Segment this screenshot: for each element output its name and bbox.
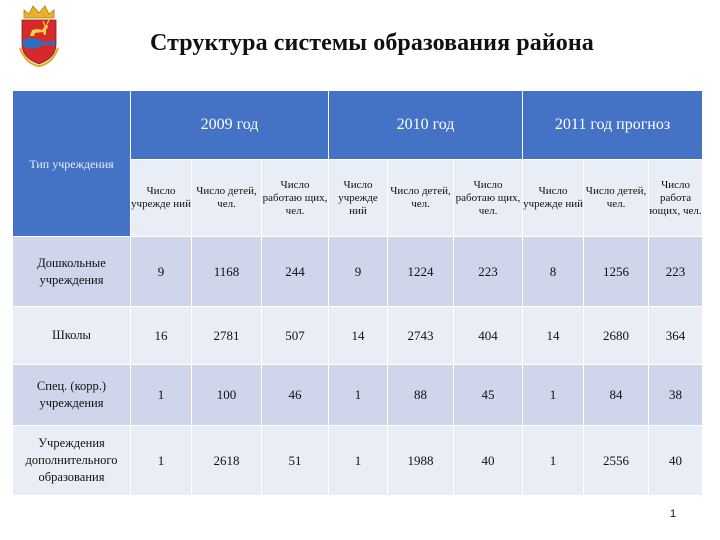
table-cell: 1 (328, 425, 389, 496)
year-header-2009: 2009 год (129, 90, 330, 160)
table-row: Школы 16 2781 507 14 2743 404 14 2680 36… (12, 306, 704, 365)
table-cell: 244 (260, 236, 330, 307)
table-cell: 2556 (583, 425, 650, 496)
table-cell: 2680 (583, 306, 650, 365)
subheader-institutions-2011: Число учрежде ний (522, 159, 585, 237)
table-cell: 2618 (191, 425, 262, 496)
table-cell: 88 (387, 364, 455, 426)
table-cell: 14 (328, 306, 389, 365)
row-label: Учреждения дополнительного образования (12, 425, 131, 496)
column-header-institution-type: Тип учреждения (12, 90, 131, 237)
row-label: Дошкольные учреждения (12, 236, 131, 307)
table-cell: 2743 (387, 306, 455, 365)
table-cell: 364 (648, 306, 704, 365)
education-structure-table: Тип учреждения 2009 год 2010 год 2011 го… (12, 90, 704, 496)
table-cell: 1256 (583, 236, 650, 307)
table-row: Дошкольные учреждения 9 1168 244 9 1224 … (12, 236, 704, 307)
subheader-staff-2009: Число работаю щих, чел. (260, 159, 330, 237)
table-cell: 223 (648, 236, 704, 307)
table-cell: 1 (328, 364, 389, 426)
table-cell: 2781 (191, 306, 262, 365)
district-coat-of-arms-icon (19, 5, 59, 68)
table-cell: 40 (648, 425, 704, 496)
table-cell: 223 (453, 236, 524, 307)
table-cell: 46 (260, 364, 330, 426)
table-cell: 507 (260, 306, 330, 365)
table-cell: 1 (130, 425, 192, 496)
row-label: Школы (12, 306, 131, 365)
table-cell: 45 (453, 364, 524, 426)
table-cell: 38 (648, 364, 704, 426)
subheader-institutions-2009: Число учрежде ний (130, 159, 192, 237)
subheader-staff-2011: Число работа ющих, чел. (648, 159, 704, 237)
subheader-staff-2010: Число работаю щих, чел. (453, 159, 524, 237)
row-label: Спец. (корр.) учреждения (12, 364, 131, 426)
table-cell: 100 (191, 364, 262, 426)
table-cell: 404 (453, 306, 524, 365)
table-cell: 1 (522, 364, 585, 426)
subheader-children-2011: Число детей, чел. (583, 159, 650, 237)
page-number: 1 (670, 508, 677, 520)
subheader-children-2010: Число детей, чел. (387, 159, 455, 237)
year-header-2010: 2010 год (328, 90, 524, 160)
subheader-institutions-2010: Число учрежде ний (328, 159, 389, 237)
page-title: Структура системы образования района (150, 30, 594, 56)
table-cell: 84 (583, 364, 650, 426)
table-cell: 1988 (387, 425, 455, 496)
table-row: Спец. (корр.) учреждения 1 100 46 1 88 4… (12, 364, 704, 426)
table-cell: 1168 (191, 236, 262, 307)
table-cell: 1 (522, 425, 585, 496)
year-header-2011-forecast: 2011 год прогноз (522, 90, 704, 160)
table-cell: 14 (522, 306, 585, 365)
table-cell: 9 (328, 236, 389, 307)
table-cell: 8 (522, 236, 585, 307)
table-cell: 9 (130, 236, 192, 307)
table-cell: 1224 (387, 236, 455, 307)
table-cell: 40 (453, 425, 524, 496)
subheader-children-2009: Число детей, чел. (191, 159, 262, 237)
table-cell: 1 (130, 364, 192, 426)
table-cell: 16 (130, 306, 192, 365)
table-row: Учреждения дополнительного образования 1… (12, 425, 704, 496)
table-cell: 51 (260, 425, 330, 496)
